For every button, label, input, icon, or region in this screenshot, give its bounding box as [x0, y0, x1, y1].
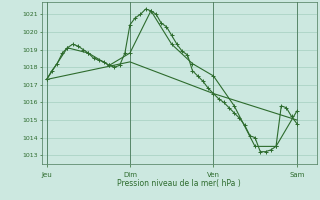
X-axis label: Pression niveau de la mer( hPa ): Pression niveau de la mer( hPa ) — [117, 179, 241, 188]
